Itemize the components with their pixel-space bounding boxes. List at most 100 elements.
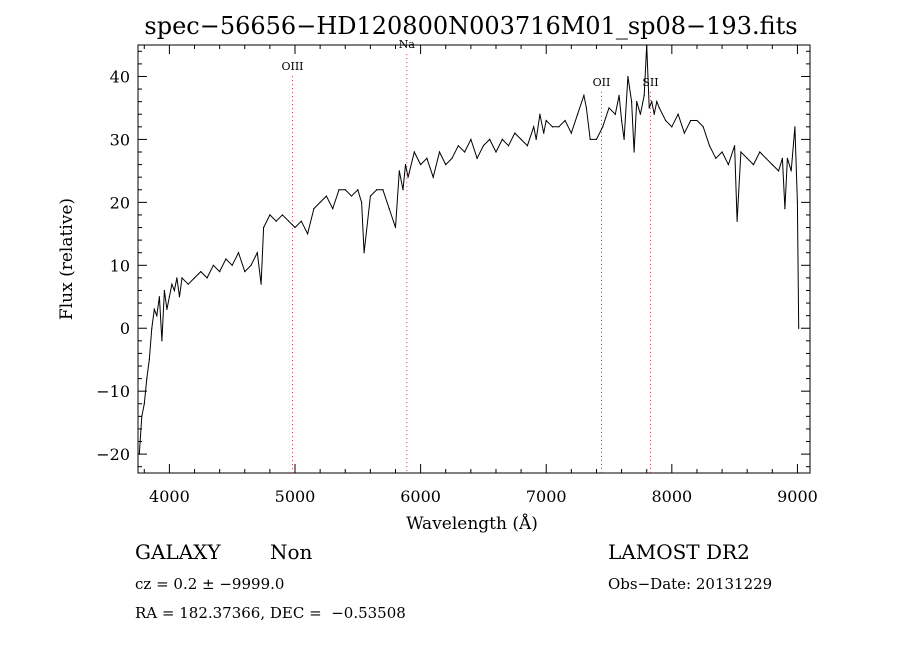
- spectrum-point: [589, 138, 591, 141]
- spectrum-point: [501, 138, 503, 141]
- spectrum-point: [533, 126, 535, 128]
- y-axis-label: Flux (relative): [57, 198, 77, 320]
- spectrum-point: [514, 132, 516, 134]
- spectrum-point: [535, 138, 537, 141]
- spectrum-point: [306, 233, 309, 235]
- y-tick-label: 0: [120, 319, 130, 338]
- spectrum-point: [595, 138, 598, 141]
- spectrum-point: [620, 119, 623, 122]
- spectrum-point: [786, 157, 788, 159]
- spectrum-point: [325, 195, 328, 197]
- spectrum-point: [219, 270, 221, 273]
- spectrum-point: [376, 189, 378, 191]
- spectrum-point: [313, 208, 315, 210]
- spectrum-point: [677, 113, 679, 115]
- spectrum-point: [752, 163, 755, 166]
- spectrum-point: [269, 214, 271, 216]
- survey-name: LAMOST DR2: [608, 540, 750, 564]
- spectrum-point: [187, 283, 189, 285]
- spectrum-point: [784, 208, 786, 210]
- spectrum-point: [727, 163, 729, 166]
- emission-line-label: OII: [593, 76, 611, 89]
- spectrum-point: [407, 176, 409, 178]
- redshift-cz: cz = 0.2 ± −9999.0: [135, 575, 285, 593]
- spectrum-point: [651, 101, 653, 103]
- x-tick-label: 6000: [400, 487, 441, 506]
- spectrum-point: [734, 145, 736, 147]
- spectrum-point: [633, 151, 635, 153]
- spectrum-point: [658, 107, 660, 109]
- spectrum-point: [300, 220, 302, 222]
- spectrum-point: [583, 94, 585, 96]
- spectrum-point: [166, 308, 168, 310]
- spectrum-point: [636, 101, 638, 103]
- spectrum-point: [138, 453, 140, 455]
- x-tick-label: 9000: [777, 487, 818, 506]
- spectrum-point: [153, 308, 155, 310]
- spectrum-point: [168, 296, 171, 298]
- emission-line-label: SII: [642, 76, 658, 89]
- spectrum-point: [564, 119, 566, 122]
- spectrum-point: [438, 151, 441, 153]
- spectrum-point: [495, 151, 497, 153]
- spectrum-point: [338, 189, 340, 191]
- spectrum-point: [288, 220, 290, 222]
- spectrum-point: [690, 119, 692, 122]
- spectrum-point: [413, 151, 415, 153]
- spectrum-point: [777, 170, 780, 172]
- spectrum-point: [470, 138, 472, 141]
- spectrum-point: [451, 157, 453, 159]
- spectrum-point: [656, 101, 658, 103]
- spectrum-point: [608, 107, 610, 109]
- spectrum-point: [639, 113, 642, 115]
- spectrum-point: [156, 315, 158, 317]
- spectrum-point: [781, 157, 783, 159]
- spectrum-point: [736, 220, 738, 222]
- spectrum-line: [138, 44, 800, 455]
- spectrum-point: [158, 296, 160, 298]
- spectrum-point: [402, 189, 404, 191]
- spectrum-point: [570, 132, 572, 134]
- spectrum-point: [294, 226, 296, 229]
- y-tick-label: −20: [96, 445, 130, 464]
- spectrum-point: [618, 94, 620, 96]
- spectrum-point: [526, 145, 528, 147]
- spectrum-point: [151, 327, 153, 329]
- spectrum-point: [148, 359, 150, 361]
- spectrum-point: [721, 151, 723, 153]
- spectrum-point: [163, 289, 165, 292]
- spectrum-point: [543, 132, 545, 134]
- spectrum-point: [143, 403, 145, 405]
- y-tick-label: 30: [110, 130, 130, 149]
- spectrum-point: [426, 157, 428, 159]
- spectrum-point: [602, 126, 604, 128]
- spectrum-point: [463, 151, 466, 153]
- spectrum-point: [357, 189, 359, 191]
- spectrum-point: [363, 252, 365, 254]
- spectrum-point: [281, 214, 284, 216]
- spectrum-point: [643, 94, 645, 96]
- spectrum-point: [420, 163, 422, 166]
- emission-line-label: OIII: [281, 60, 303, 73]
- spectrum-point: [382, 189, 384, 191]
- spectrum-point: [250, 264, 252, 266]
- x-tick-label: 8000: [651, 487, 692, 506]
- spectrum-point: [623, 138, 625, 141]
- spectrum-point: [173, 289, 176, 292]
- spectrum-point: [577, 113, 579, 115]
- x-tick-label: 5000: [275, 487, 316, 506]
- spectrum-point: [759, 151, 761, 153]
- spectrum-point: [489, 138, 491, 141]
- spectrum-point: [206, 277, 208, 279]
- spectrum-point: [794, 126, 796, 128]
- spectrum-point: [404, 163, 407, 166]
- spectrum-point: [545, 119, 547, 122]
- spectrum-point: [648, 107, 650, 109]
- y-tick-label: 20: [110, 193, 130, 212]
- object-subclass: Non: [270, 540, 313, 564]
- spectrum-point: [360, 201, 363, 203]
- spectrum-point: [237, 252, 240, 254]
- spectrum-point: [715, 157, 717, 159]
- spectrum-point: [796, 201, 799, 203]
- spectrum-point: [260, 283, 262, 285]
